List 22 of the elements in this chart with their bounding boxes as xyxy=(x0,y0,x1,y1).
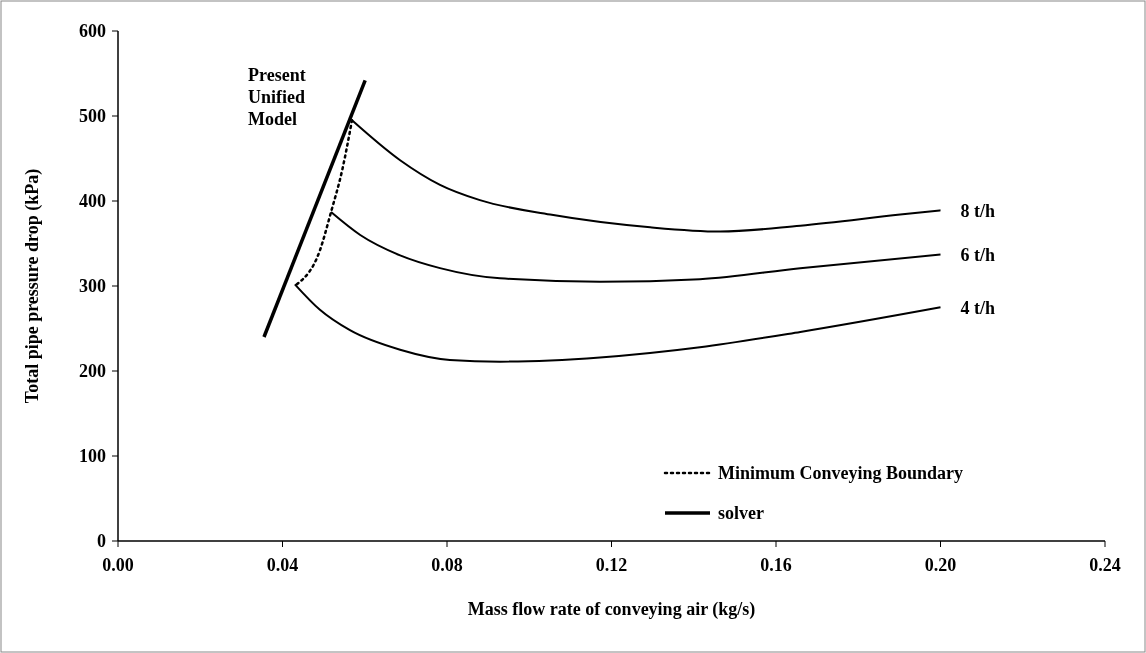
y-axis-title: Total pipe pressure drop (kPa) xyxy=(22,168,43,404)
legend-label: Minimum Conveying Boundary xyxy=(718,463,964,484)
legend-label: solver xyxy=(718,503,764,524)
x-tick-label: 0.08 xyxy=(431,555,463,575)
x-tick-label: 0.04 xyxy=(266,555,299,575)
x-axis-title: Mass flow rate of conveying air (kg/s) xyxy=(467,599,756,620)
y-tick-label: 0 xyxy=(97,531,106,552)
y-tick-label: 100 xyxy=(79,446,106,467)
y-tick-label: 400 xyxy=(79,191,106,212)
series-label: 8 t/h xyxy=(960,200,996,221)
x-tick-label: 0.24 xyxy=(1089,555,1121,575)
y-tick-label: 300 xyxy=(79,276,106,297)
series-label: 4 t/h xyxy=(960,297,996,318)
x-tick-label: 0.00 xyxy=(102,555,134,575)
x-tick-label: 0.16 xyxy=(760,555,792,575)
y-tick-label: 600 xyxy=(79,21,106,42)
y-tick-label: 500 xyxy=(79,106,106,127)
annotation: Present Unified Model xyxy=(248,65,306,129)
x-tick-label: 0.12 xyxy=(595,555,628,575)
y-tick-label: 200 xyxy=(79,361,106,382)
series-label: 6 t/h xyxy=(960,244,996,265)
x-tick-label: 0.20 xyxy=(924,555,957,575)
